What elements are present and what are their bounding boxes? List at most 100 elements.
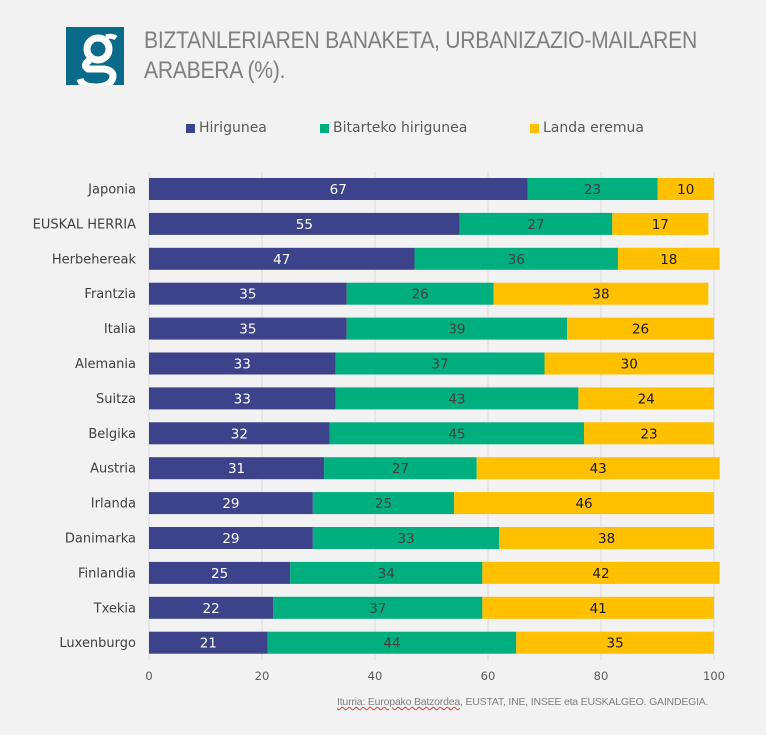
- data-label-hirigunea-danimarka: 29: [222, 531, 239, 547]
- data-label-landa-eremua-txekia: 41: [590, 601, 607, 617]
- bar-hirigunea-finlandia: [149, 561, 291, 584]
- category-label-txekia: Txekia: [93, 601, 136, 616]
- bar-landa-eremua-belgika: [584, 422, 714, 445]
- bar-landa-eremua-frantzia: [493, 282, 709, 305]
- data-label-hirigunea-luxenburgo: 21: [200, 636, 217, 652]
- data-label-bitarteko-hirigunea-irlanda: 25: [375, 496, 392, 512]
- bar-landa-eremua-luxenburgo: [516, 631, 714, 654]
- bar-bitarteko-hirigunea-danimarka: [312, 527, 500, 549]
- category-label-suitza: Suitza: [96, 392, 136, 407]
- bar-landa-eremua-herbehereak: [617, 247, 720, 270]
- data-label-landa-eremua-euskal-herria: 17: [652, 217, 669, 233]
- legend-swatch-bitarteko-hirigunea: [320, 123, 329, 133]
- data-label-landa-eremua-irlanda: 46: [575, 496, 592, 512]
- category-label-japonia: Japonia: [87, 183, 136, 198]
- data-label-bitarteko-hirigunea-austria: 27: [392, 461, 409, 477]
- data-label-hirigunea-alemania: 33: [234, 357, 251, 373]
- data-label-bitarteko-hirigunea-suitza: 43: [448, 391, 465, 407]
- category-label-luxenburgo: Luxenburgo: [59, 636, 136, 651]
- data-label-bitarteko-hirigunea-italia: 39: [448, 322, 465, 338]
- title-line-2: ARABERA (%).: [144, 57, 286, 84]
- bar-bitarteko-hirigunea-japonia: [527, 178, 658, 200]
- bar-landa-eremua-finlandia: [482, 561, 720, 584]
- data-label-hirigunea-txekia: 22: [203, 601, 220, 617]
- bar-hirigunea-txekia: [149, 596, 274, 619]
- data-label-landa-eremua-austria: 43: [590, 461, 607, 477]
- category-label-finlandia: Finlandia: [78, 566, 136, 581]
- bar-landa-eremua-txekia: [482, 596, 714, 619]
- data-label-landa-eremua-finlandia: 42: [592, 566, 609, 582]
- x-tick-label-40: 40: [368, 669, 383, 683]
- bar-hirigunea-danimarka: [149, 527, 313, 549]
- bar-bitarteko-hirigunea-belgika: [329, 422, 585, 445]
- data-label-bitarteko-hirigunea-finlandia: 34: [378, 566, 395, 582]
- category-label-danimarka: Danimarka: [65, 532, 136, 547]
- data-label-hirigunea-suitza: 33: [234, 391, 251, 407]
- x-tick-label-20: 20: [255, 669, 270, 683]
- bar-bitarteko-hirigunea-euskal-herria: [459, 212, 613, 235]
- data-label-bitarteko-hirigunea-txekia: 37: [369, 601, 386, 617]
- data-label-hirigunea-belgika: 32: [231, 426, 248, 442]
- bar-landa-eremua-danimarka: [499, 527, 714, 549]
- bar-hirigunea-austria: [149, 457, 325, 480]
- data-label-landa-eremua-belgika: 23: [640, 426, 657, 442]
- data-label-hirigunea-herbehereak: 47: [273, 252, 290, 268]
- bar-bitarteko-hirigunea-suitza: [335, 387, 579, 410]
- bar-landa-eremua-austria: [476, 457, 720, 480]
- category-label-austria: Austria: [90, 462, 136, 477]
- data-label-hirigunea-finlandia: 25: [211, 566, 228, 582]
- category-label-herbehereak: Herbehereak: [52, 252, 137, 267]
- source-note: Iturria: Europako Batzordea, EUSTAT, INE…: [337, 696, 709, 708]
- data-label-hirigunea-austria: 31: [228, 461, 245, 477]
- bar-hirigunea-herbehereak: [149, 247, 415, 270]
- data-label-landa-eremua-suitza: 24: [638, 391, 655, 407]
- data-label-bitarteko-hirigunea-alemania: 37: [431, 357, 448, 373]
- data-label-landa-eremua-frantzia: 38: [592, 287, 609, 303]
- logo-g-icon: [76, 33, 118, 85]
- bar-bitarteko-hirigunea-frantzia: [346, 282, 494, 305]
- bar-hirigunea-irlanda: [149, 492, 313, 515]
- logo: [66, 27, 124, 85]
- legend-swatch-hirigunea: [186, 123, 195, 133]
- bar-landa-eremua-euskal-herria: [612, 212, 709, 235]
- title-line-1: BIZTANLERIAREN BANAKETA, URBANIZAZIO-MAI…: [144, 27, 697, 54]
- bar-bitarteko-hirigunea-herbehereak: [414, 247, 618, 270]
- x-tick-label-60: 60: [481, 669, 496, 683]
- bar-hirigunea-belgika: [149, 422, 330, 445]
- legend-item-bitarteko-hirigunea: Bitarteko hirigunea: [320, 120, 467, 136]
- category-label-belgika: Belgika: [88, 427, 136, 442]
- data-label-landa-eremua-italia: 26: [632, 322, 649, 338]
- bar-bitarteko-hirigunea-austria: [324, 457, 477, 480]
- chart-title: BIZTANLERIAREN BANAKETA, URBANIZAZIO-MAI…: [144, 26, 760, 86]
- data-label-landa-eremua-luxenburgo: 35: [607, 636, 624, 652]
- data-label-hirigunea-irlanda: 29: [222, 496, 239, 512]
- bar-hirigunea-euskal-herria: [149, 212, 460, 235]
- legend-item-hirigunea: Hirigunea: [186, 120, 267, 136]
- bar-hirigunea-suitza: [149, 387, 336, 410]
- legend-swatch-landa-eremua: [530, 123, 539, 133]
- bar-hirigunea-frantzia: [149, 282, 347, 305]
- data-label-landa-eremua-herbehereak: 18: [660, 252, 677, 268]
- category-label-euskal-herria: EUSKAL HERRIA: [33, 217, 136, 232]
- legend-item-landa-eremua: Landa eremua: [530, 120, 644, 136]
- bar-bitarteko-hirigunea-italia: [346, 317, 568, 340]
- x-tick-label-0: 0: [145, 669, 152, 683]
- source-prefix: Iturria: Europako Batzordea: [337, 696, 461, 708]
- category-label-irlanda: Irlanda: [91, 497, 136, 512]
- data-label-bitarteko-hirigunea-danimarka: 33: [397, 531, 414, 547]
- legend-label-landa-eremua: Landa eremua: [543, 120, 644, 136]
- data-label-bitarteko-hirigunea-herbehereak: 36: [508, 252, 525, 268]
- bar-hirigunea-luxenburgo: [149, 631, 268, 654]
- bar-landa-eremua-japonia: [657, 178, 714, 200]
- bar-bitarteko-hirigunea-luxenburgo: [267, 631, 517, 654]
- source-rest: , EUSTAT, INE, INSEE eta EUSKALGEO. GAIN…: [460, 696, 709, 708]
- bar-landa-eremua-italia: [567, 317, 714, 340]
- category-label-frantzia: Frantzia: [84, 287, 136, 302]
- bar-bitarteko-hirigunea-finlandia: [290, 561, 483, 584]
- data-label-bitarteko-hirigunea-belgika: 45: [448, 426, 465, 442]
- data-label-bitarteko-hirigunea-japonia: 23: [584, 182, 601, 198]
- data-label-bitarteko-hirigunea-frantzia: 26: [412, 287, 429, 303]
- data-label-hirigunea-frantzia: 35: [239, 287, 256, 303]
- data-label-bitarteko-hirigunea-luxenburgo: 44: [383, 636, 400, 652]
